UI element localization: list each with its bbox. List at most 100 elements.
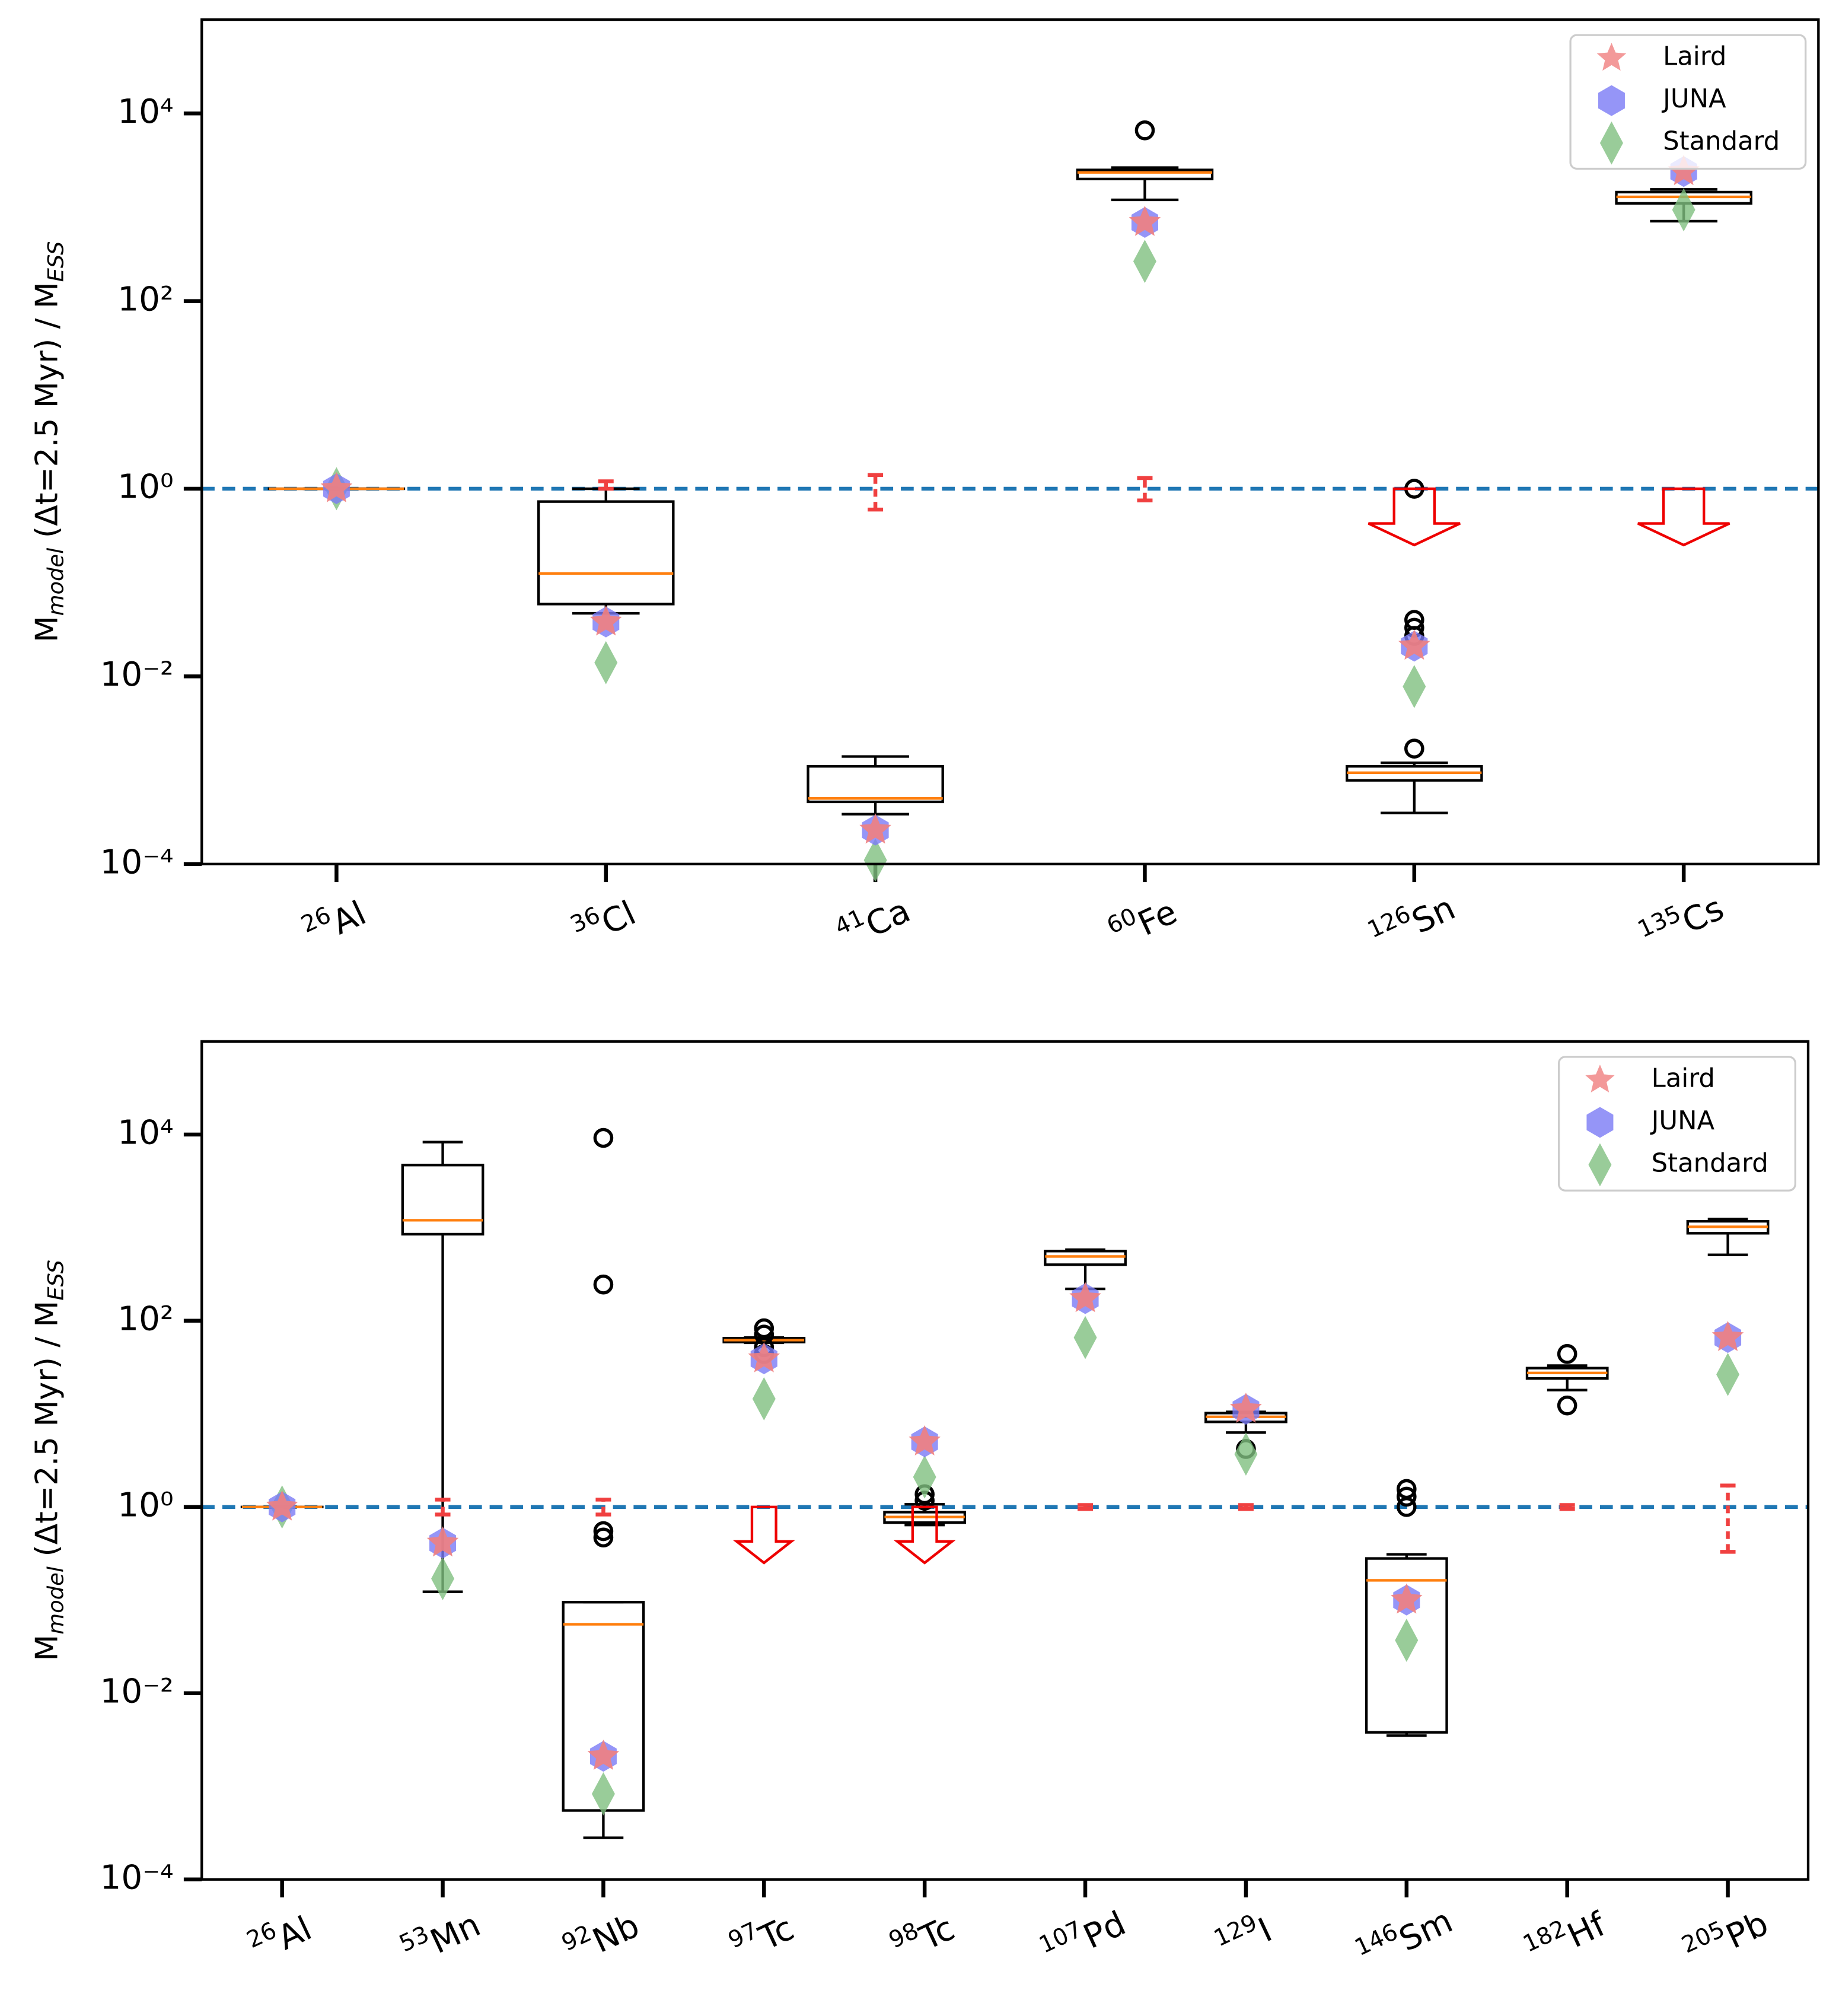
x-tick-label: 126Sn bbox=[1363, 883, 1461, 960]
x-tick-label: 26Al bbox=[243, 1903, 317, 1970]
legend-marker bbox=[1598, 85, 1625, 116]
y-tick-label: 10² bbox=[117, 1300, 173, 1338]
x-tick-label: 36Cl bbox=[566, 888, 642, 955]
y-axis-label: Mmodel (Δt=2.5 Myr) / MESS bbox=[29, 241, 68, 643]
box bbox=[807, 765, 944, 804]
y-axis-label-part: model bbox=[43, 1566, 68, 1634]
flier bbox=[593, 1274, 614, 1295]
element: Pb bbox=[1720, 1904, 1774, 1956]
series-marker bbox=[1073, 1316, 1097, 1359]
flier bbox=[593, 1527, 614, 1548]
x-tick-label: 129I bbox=[1210, 1905, 1278, 1969]
series-marker bbox=[431, 1557, 455, 1601]
y-tick-label: 10⁴ bbox=[117, 1113, 173, 1152]
series-marker bbox=[1395, 1619, 1419, 1662]
x-tick-label: 205Pb bbox=[1678, 1898, 1774, 1975]
series-marker bbox=[1403, 665, 1426, 708]
series-marker bbox=[320, 472, 353, 502]
y-tick-label: 10⁰ bbox=[117, 1486, 173, 1524]
box bbox=[1365, 1557, 1448, 1734]
element: Nb bbox=[587, 1906, 645, 1961]
flier bbox=[1134, 120, 1155, 141]
x-tick-label: 41Ca bbox=[831, 886, 916, 957]
element: Tc bbox=[753, 1909, 800, 1958]
series-marker bbox=[1230, 1392, 1262, 1423]
flier bbox=[754, 1318, 775, 1339]
element: Mn bbox=[425, 1905, 486, 1961]
flier bbox=[593, 1521, 614, 1542]
panel: Mmodel (Δt=2.5 Myr) / MESS 10⁻⁴ 10⁻² 10⁰ 10²… bbox=[29, 18, 1820, 960]
upper-limit-arrow bbox=[732, 1505, 795, 1565]
series-marker bbox=[863, 838, 887, 882]
series-marker bbox=[1234, 1432, 1258, 1476]
y-axis-label-part: M bbox=[29, 1635, 65, 1661]
series-marker bbox=[587, 1739, 620, 1770]
series-marker bbox=[1391, 1583, 1423, 1614]
box bbox=[1044, 1250, 1127, 1266]
element: Tc bbox=[914, 1909, 961, 1958]
legend-marker bbox=[1596, 43, 1627, 71]
legend-marker bbox=[1585, 1064, 1615, 1093]
upper-limit-arrow bbox=[893, 1505, 956, 1565]
flier bbox=[1397, 1496, 1417, 1517]
flier bbox=[1557, 1343, 1577, 1364]
series-marker bbox=[1672, 188, 1695, 232]
series-marker bbox=[748, 1342, 780, 1372]
element: Cs bbox=[1677, 889, 1730, 941]
element: Sn bbox=[1406, 888, 1461, 941]
flier bbox=[1397, 1486, 1417, 1507]
y-tick-label: 10⁻² bbox=[100, 655, 174, 694]
series-marker bbox=[859, 813, 891, 844]
x-tick-label: 182Hf bbox=[1519, 1899, 1612, 1974]
legend-marker bbox=[1586, 1107, 1614, 1138]
box bbox=[401, 1164, 485, 1236]
x-tick-label: 92Nb bbox=[557, 1900, 645, 1973]
box bbox=[1076, 168, 1214, 180]
y-tick-label: 10⁻⁴ bbox=[100, 843, 174, 881]
y-axis-label-part: ESS bbox=[43, 1260, 68, 1301]
element: Hf bbox=[1561, 1904, 1612, 1956]
y-axis-label-part: (Δt=2.5 Myr) / M bbox=[29, 282, 65, 547]
series-marker bbox=[909, 1425, 941, 1456]
element: Fe bbox=[1132, 893, 1183, 944]
legend-label: JUNA bbox=[1661, 84, 1726, 114]
y-tick-label: 10⁻² bbox=[100, 1672, 174, 1711]
series-marker bbox=[266, 1490, 298, 1521]
flier bbox=[1557, 1395, 1577, 1416]
legend-label: Standard bbox=[1652, 1148, 1768, 1178]
legend-label: Laird bbox=[1652, 1063, 1715, 1093]
legend-frame bbox=[1569, 34, 1807, 170]
series-marker bbox=[1129, 205, 1161, 236]
y-tick-label: 10⁰ bbox=[117, 468, 173, 507]
y-tick-label: 10² bbox=[117, 280, 173, 319]
series-marker bbox=[752, 1377, 776, 1421]
panel: Mmodel (Δt=2.5 Myr) / MESS 10⁻⁴ 10⁻² 10⁰ 10²… bbox=[29, 1040, 1810, 1975]
y-axis-label-part: ESS bbox=[43, 241, 68, 282]
series-marker bbox=[591, 1772, 615, 1816]
element: Al bbox=[272, 1909, 318, 1958]
series-marker bbox=[594, 641, 618, 684]
x-tick-label: 97Tc bbox=[724, 1903, 800, 1970]
plot-frame bbox=[200, 18, 1820, 865]
y-axis-label-part: M bbox=[29, 616, 65, 642]
y-axis-label-part: model bbox=[43, 547, 68, 616]
x-tick-label: 135Cs bbox=[1634, 883, 1730, 960]
element: Ca bbox=[860, 891, 916, 945]
element: Pd bbox=[1078, 1904, 1132, 1956]
y-axis-label: Mmodel (Δt=2.5 Myr) / MESS bbox=[29, 1260, 68, 1661]
plot-frame bbox=[200, 1040, 1810, 1881]
upper-limit-arrow bbox=[1368, 487, 1461, 547]
legend-marker bbox=[1588, 1143, 1612, 1187]
series-marker bbox=[1711, 1320, 1744, 1351]
series-marker bbox=[1133, 240, 1156, 284]
y-tick-label: 10⁻⁴ bbox=[100, 1858, 174, 1897]
element: Al bbox=[326, 894, 372, 942]
flier bbox=[1404, 738, 1424, 759]
element: Sm bbox=[1394, 1902, 1459, 1959]
x-tick-label: 98Tc bbox=[885, 1903, 961, 1970]
legend-label: JUNA bbox=[1650, 1106, 1715, 1136]
series-marker bbox=[589, 605, 622, 636]
upper-limit-arrow bbox=[1637, 487, 1730, 547]
series-marker bbox=[1668, 155, 1700, 186]
